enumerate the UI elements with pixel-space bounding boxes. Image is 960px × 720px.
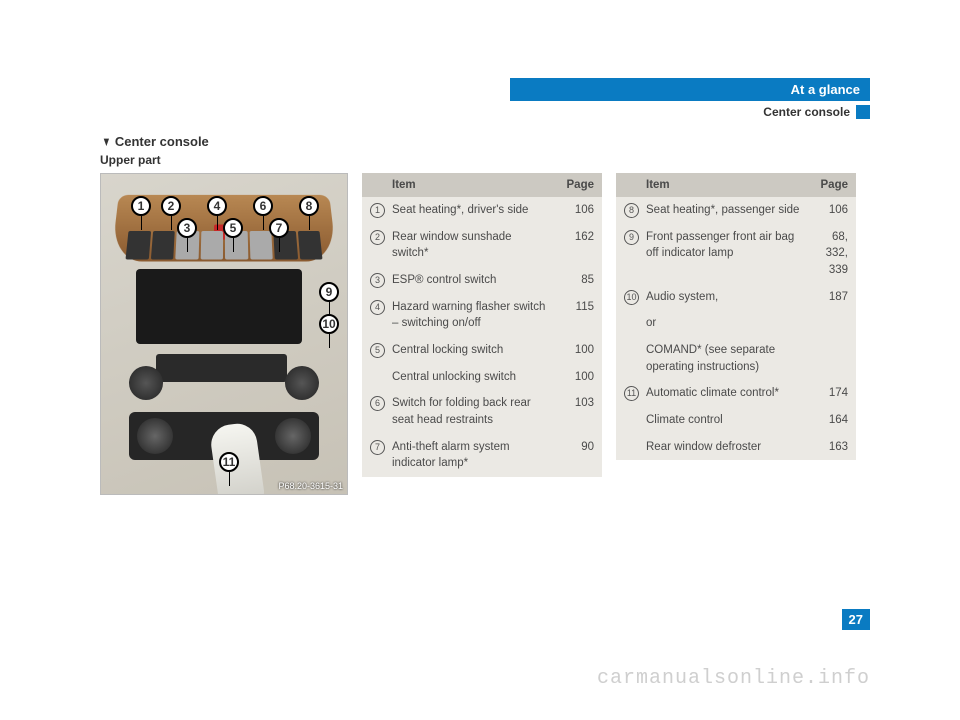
section-title: ▼ Center console xyxy=(100,134,870,149)
item-number-icon: 11 xyxy=(624,386,639,401)
item-number-icon: 7 xyxy=(370,440,385,455)
item-page: 103 xyxy=(554,395,594,412)
table-row: Central unlocking switch100 xyxy=(362,364,602,391)
table-row: 5 Central locking switch100 xyxy=(362,337,602,364)
item-page: 187 xyxy=(808,289,848,306)
center-console-diagram: 12345678 9 10 11 P68.20-3615-31 xyxy=(100,173,348,495)
item-number-icon: 10 xyxy=(624,290,639,305)
item-page: 85 xyxy=(554,272,594,289)
table-row: Rear window defroster163 xyxy=(616,434,856,461)
item-page: 115 xyxy=(554,299,594,316)
item-description: Audio system, xyxy=(646,289,808,306)
item-description: Anti-theft alarm system indicator lamp* xyxy=(392,439,554,472)
item-number-icon: 2 xyxy=(370,230,385,245)
item-page: 164 xyxy=(808,412,848,429)
item-description: Central unlocking switch xyxy=(392,369,554,386)
callout-6: 6 xyxy=(253,196,273,216)
item-number-icon: 1 xyxy=(370,203,385,218)
section-subtitle: Upper part xyxy=(100,153,870,167)
table-row: 6 Switch for folding back rear seat head … xyxy=(362,390,602,433)
item-page: 100 xyxy=(554,369,594,386)
triangle-icon: ▼ xyxy=(102,134,111,149)
item-description: Seat heating*, driver's side xyxy=(392,202,554,219)
header-item: Item xyxy=(646,179,808,191)
callout-8: 8 xyxy=(299,196,319,216)
item-description: Central locking switch xyxy=(392,342,554,359)
item-description: ESP® control switch xyxy=(392,272,554,289)
table-row: 9 Front passenger front air bag off indic… xyxy=(616,224,856,284)
item-description: Rear window sunshade switch* xyxy=(392,229,554,262)
table-row: Climate control164 xyxy=(616,407,856,434)
left-knob xyxy=(129,366,163,400)
callout-9: 9 xyxy=(319,282,339,302)
item-number-icon: 8 xyxy=(624,203,639,218)
table-row: 11 Automatic climate control*174 xyxy=(616,380,856,407)
item-description: Automatic climate control* xyxy=(646,385,808,402)
item-page: 106 xyxy=(808,202,848,219)
item-page: 68, 332, 339 xyxy=(808,229,848,279)
watermark: carmanualsonline.info xyxy=(597,667,870,690)
item-description: Hazard warning flasher switch – switchin… xyxy=(392,299,554,332)
item-page: 90 xyxy=(554,439,594,456)
callout-7: 7 xyxy=(269,218,289,238)
right-knob xyxy=(285,366,319,400)
reference-table-1: Item Page 1Seat heating*, driver's side1… xyxy=(362,173,602,477)
diagram-code: P68.20-3615-31 xyxy=(278,481,343,491)
header-page: Page xyxy=(554,179,594,191)
reference-table-2: Item Page 8 Seat heating*, passenger side… xyxy=(616,173,856,460)
table-row: 4 Hazard warning flasher switch – switchi… xyxy=(362,294,602,337)
item-description: Switch for folding back rear seat head r… xyxy=(392,395,554,428)
item-number-icon: 6 xyxy=(370,396,385,411)
table-header: Item Page xyxy=(362,173,602,197)
page-header: At a glance Center console xyxy=(510,78,870,119)
table-row: 3 ESP® control switch85 xyxy=(362,267,602,294)
chapter-bar: At a glance xyxy=(510,78,870,101)
item-page: 174 xyxy=(808,385,848,402)
upper-button-row xyxy=(125,231,322,260)
table-row: or xyxy=(616,310,856,337)
table-row: 10 Audio system,187 xyxy=(616,284,856,311)
item-description: Rear window defroster xyxy=(646,439,808,456)
item-description: Climate control xyxy=(646,412,808,429)
item-description: Seat heating*, passenger side xyxy=(646,202,808,219)
callout-2: 2 xyxy=(161,196,181,216)
item-description: COMAND* (see separate operating instruct… xyxy=(646,342,808,375)
callout-4: 4 xyxy=(207,196,227,216)
item-page: 163 xyxy=(808,439,848,456)
header-page: Page xyxy=(808,179,848,191)
header-item: Item xyxy=(392,179,554,191)
callout-10: 10 xyxy=(319,314,339,334)
item-page: 106 xyxy=(554,202,594,219)
section-title-text: Center console xyxy=(115,134,209,149)
table-row: 2 Rear window sunshade switch*162 xyxy=(362,224,602,267)
callout-3: 3 xyxy=(177,218,197,238)
table-row: COMAND* (see separate operating instruct… xyxy=(616,337,856,380)
item-description: Front passenger front air bag off indica… xyxy=(646,229,808,262)
table-header: Item Page xyxy=(616,173,856,197)
item-description: or xyxy=(646,315,808,332)
item-page: 100 xyxy=(554,342,594,359)
table-row: 7 Anti-theft alarm system indicator lamp*… xyxy=(362,434,602,477)
cd-slot xyxy=(156,354,287,382)
callout-1: 1 xyxy=(131,196,151,216)
item-number-icon: 9 xyxy=(624,230,639,245)
callout-5: 5 xyxy=(223,218,243,238)
section-marker-square xyxy=(856,105,870,119)
page-number: 27 xyxy=(842,609,870,630)
item-page: 162 xyxy=(554,229,594,246)
table-row: 1 Seat heating*, driver's side106 xyxy=(362,197,602,224)
display-screen xyxy=(136,269,302,344)
table-row: 8 Seat heating*, passenger side106 xyxy=(616,197,856,224)
item-number-icon: 3 xyxy=(370,273,385,288)
section-label: Center console xyxy=(763,105,850,119)
callout-11: 11 xyxy=(219,452,239,472)
item-number-icon: 5 xyxy=(370,343,385,358)
item-number-icon: 4 xyxy=(370,300,385,315)
